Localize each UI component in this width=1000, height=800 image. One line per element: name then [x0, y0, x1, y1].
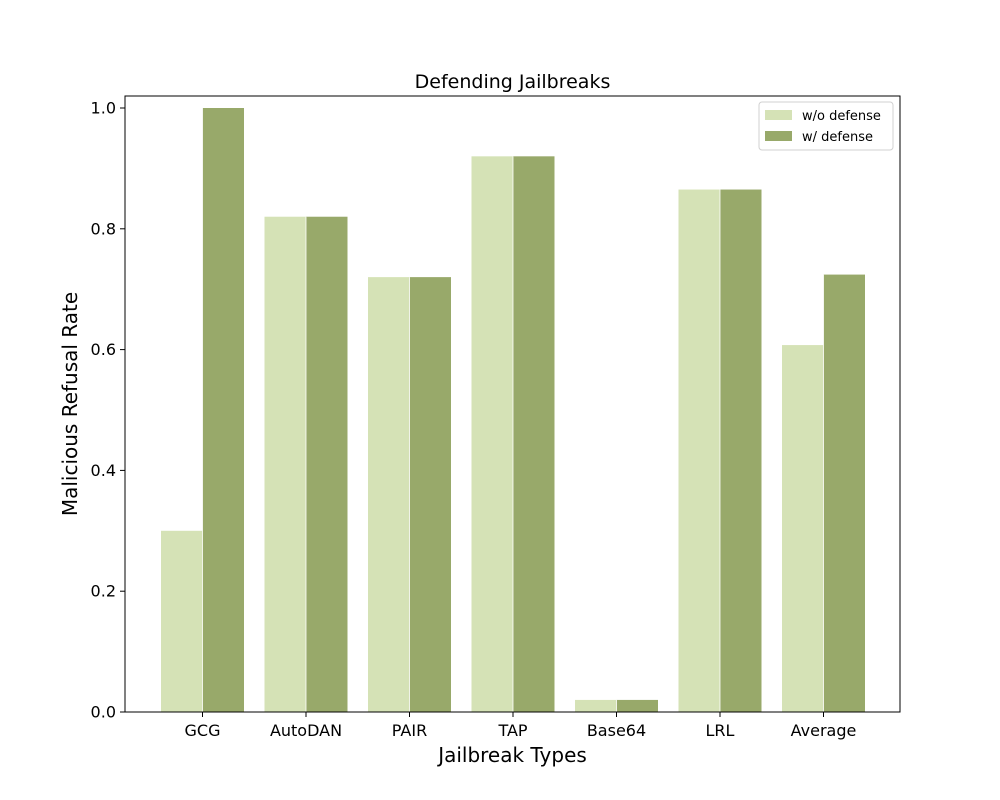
bar-gcg-with-defense — [202, 108, 244, 712]
bar-autodan-with-defense — [306, 216, 348, 712]
bar-pair-without-defense — [368, 277, 410, 712]
bar-pair-with-defense — [409, 277, 451, 712]
legend-box — [758, 101, 894, 151]
x-tick-label: GCG — [185, 721, 221, 740]
y-tick-label: 0.6 — [91, 340, 116, 359]
y-tick-label: 0.0 — [91, 703, 116, 722]
legend-label-with-defense: w/ defense — [802, 130, 873, 145]
chart-title: Defending Jailbreaks — [415, 71, 611, 93]
bar-average-without-defense — [782, 345, 824, 712]
bar-lrl-without-defense — [678, 189, 720, 713]
legend: w/o defense w/ defense — [758, 101, 894, 151]
bar-lrl-with-defense — [720, 189, 762, 713]
bar-base64-without-defense — [575, 699, 617, 712]
bar-tap-with-defense — [513, 156, 555, 712]
y-tick-label: 0.8 — [91, 219, 116, 238]
x-tick-label: PAIR — [392, 721, 427, 740]
bar-tap-without-defense — [471, 156, 513, 712]
axes-frame — [124, 95, 901, 713]
bars-group — [161, 108, 865, 713]
bar-gcg-without-defense — [161, 530, 203, 712]
y-tick-label: 0.4 — [91, 461, 116, 480]
legend-label-without-defense: w/o defense — [802, 109, 881, 124]
legend-swatch-with-defense — [765, 131, 792, 141]
x-axis-label: Jailbreak Types — [436, 743, 587, 767]
bar-base64-with-defense — [616, 699, 658, 712]
y-tick-label: 1.0 — [91, 99, 116, 118]
x-tick-label: TAP — [497, 721, 527, 740]
x-tick-label: Base64 — [587, 721, 646, 740]
x-axis-ticks: GCG AutoDAN PAIR TAP Base64 LRL Average — [185, 712, 857, 740]
bar-autodan-without-defense — [264, 216, 306, 712]
y-axis-ticks: 0.0 0.2 0.4 0.6 0.8 1.0 — [91, 99, 125, 722]
y-tick-label: 0.2 — [91, 582, 116, 601]
legend-swatch-without-defense — [765, 110, 792, 120]
x-tick-label: AutoDAN — [270, 721, 342, 740]
x-tick-label: Average — [791, 721, 857, 740]
x-tick-label: LRL — [706, 721, 735, 740]
y-axis-label: Malicious Refusal Rate — [58, 292, 82, 516]
bar-average-with-defense — [823, 274, 865, 712]
